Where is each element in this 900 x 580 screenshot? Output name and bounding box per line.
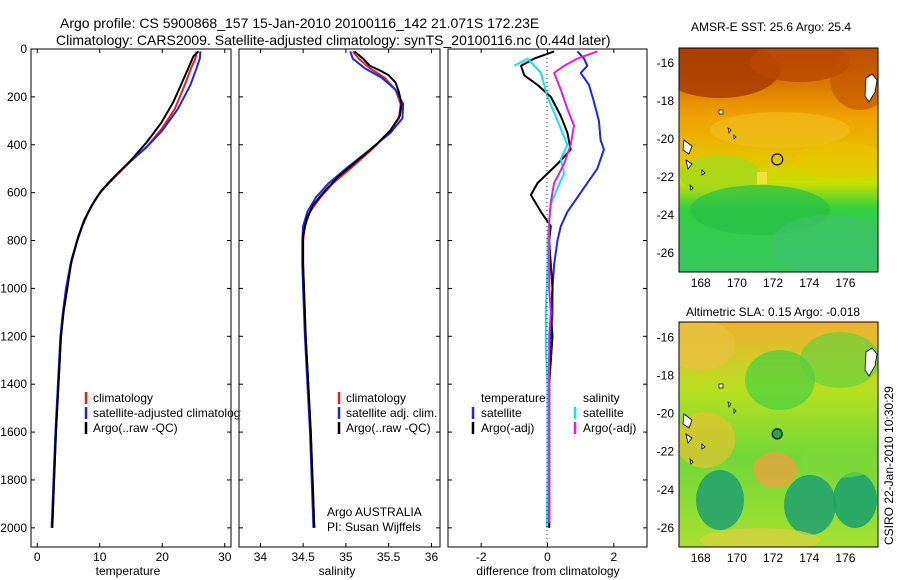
legend-title-salinity: salinity — [583, 391, 620, 405]
difference-xlabel: difference from climatology — [476, 564, 619, 578]
legend-title-temperature: temperature — [481, 391, 546, 405]
legend-label-satellite: satellite adj. clim. — [346, 406, 437, 420]
temperature-series — [50, 50, 202, 528]
temperature-legend: climatology satellite-adjusted climatolo… — [84, 391, 246, 435]
x-tick-label: -2 — [476, 550, 487, 564]
series-line-3 — [548, 50, 598, 524]
map-y-tick-label: -26 — [657, 521, 675, 535]
series-line-2 — [302, 50, 403, 528]
series-line-2 — [51, 50, 200, 528]
map-x-tick-label: 174 — [799, 551, 819, 565]
x-tick-label: 10 — [93, 550, 107, 564]
x-tick-label: 34.5 — [291, 550, 315, 564]
legend-label-temp-satellite: satellite — [481, 406, 522, 420]
x-tick-label: 35 — [339, 550, 353, 564]
x-tick-label: 20 — [156, 550, 170, 564]
y-tick-label: 200 — [7, 90, 27, 104]
map-y-tick-label: -18 — [657, 94, 675, 108]
legend-label-sal-argo: Argo(-adj) — [583, 421, 636, 435]
y-tick-label: 600 — [7, 186, 27, 200]
y-tick-label: 1600 — [0, 425, 27, 439]
axis-ticks: 0 10 20 30020040060080010001200140016001800… — [0, 42, 855, 565]
salinity-axes — [238, 48, 441, 548]
x-tick-label: 30 — [218, 550, 232, 564]
y-tick-label: 1400 — [0, 377, 27, 391]
legend-label-argo: Argo(..raw -QC) — [346, 421, 431, 435]
argo-location-marker — [771, 428, 783, 440]
x-tick-label: 2 — [610, 550, 617, 564]
map-y-tick-label: -20 — [657, 132, 675, 146]
map-y-tick-label: -24 — [657, 208, 675, 222]
y-tick-label: 0 — [20, 42, 27, 56]
map-x-tick-label: 170 — [727, 276, 747, 290]
figure-title-line1: Argo profile: CS 5900868_157 15-Jan-2010… — [60, 15, 539, 31]
map-x-tick-label: 172 — [763, 551, 783, 565]
salinity-legend: climatology satellite adj. clim. Argo(..… — [327, 391, 437, 534]
x-tick-label: 0 — [544, 550, 551, 564]
credit-text: CSIRO 22-Jan-2010 10:30:29 — [882, 386, 896, 545]
temperature-axes — [30, 48, 232, 548]
series-line-0 — [548, 50, 605, 528]
y-tick-label: 1200 — [0, 329, 27, 343]
temperature-xlabel: temperature — [96, 564, 161, 578]
annotation-argo-australia: Argo AUSTRALIA — [327, 505, 422, 519]
sst-map-frame — [678, 47, 879, 273]
x-tick-label: 0 — [34, 550, 41, 564]
map-x-tick-label: 176 — [835, 276, 855, 290]
x-tick-label: 36 — [425, 550, 439, 564]
y-tick-label: 1000 — [0, 281, 27, 295]
map-y-tick-label: -20 — [657, 407, 675, 421]
x-tick-label: 34 — [254, 550, 268, 564]
figure-title-line2: Climatology: CARS2009. Satellite-adjuste… — [56, 32, 611, 48]
sla-map-image — [679, 322, 878, 547]
map-y-tick-label: -24 — [657, 483, 675, 497]
map-x-tick-label: 170 — [727, 551, 747, 565]
map-x-tick-label: 168 — [691, 551, 711, 565]
map-x-tick-label: 176 — [835, 551, 855, 565]
y-tick-label: 1800 — [0, 473, 27, 487]
sla-map-frame — [678, 321, 879, 548]
legend-label-satellite: satellite-adjusted climatology — [93, 406, 246, 420]
legend-label-temp-argo: Argo(-adj) — [481, 421, 534, 435]
salinity-xlabel: salinity — [319, 564, 356, 578]
annotation-pi: PI: Susan Wijffels — [327, 520, 421, 534]
y-tick-label: 400 — [7, 138, 27, 152]
legend-label-climatology: climatology — [346, 391, 406, 405]
map-x-tick-label: 168 — [691, 276, 711, 290]
map-y-tick-label: -22 — [657, 445, 675, 459]
y-tick-label: 800 — [7, 234, 27, 248]
sst-map-title: AMSR-E SST: 25.6 Argo: 25.4 — [691, 20, 851, 34]
legend-label-climatology: climatology — [93, 391, 153, 405]
map-y-tick-label: -26 — [657, 246, 675, 260]
map-y-tick-label: -22 — [657, 170, 675, 184]
map-x-tick-label: 174 — [799, 276, 819, 290]
map-y-tick-label: -18 — [657, 368, 675, 382]
map-y-tick-label: -16 — [657, 330, 675, 344]
difference-legend: temperature salinity satellite Argo(-adj… — [471, 391, 636, 435]
legend-label-sal-satellite: satellite — [583, 406, 624, 420]
argo-location-marker — [771, 153, 784, 166]
salinity-series — [301, 50, 405, 528]
x-tick-label: 35.5 — [377, 550, 401, 564]
map-y-tick-label: -16 — [657, 56, 675, 70]
legend-label-argo: Argo(..raw -QC) — [93, 421, 178, 435]
y-tick-label: 2000 — [0, 521, 27, 535]
sla-map-title: Altimetric SLA: 0.15 Argo: -0.018 — [686, 305, 860, 319]
sst-map-image — [679, 48, 878, 272]
series-line-1 — [520, 50, 572, 528]
map-x-tick-label: 172 — [763, 276, 783, 290]
